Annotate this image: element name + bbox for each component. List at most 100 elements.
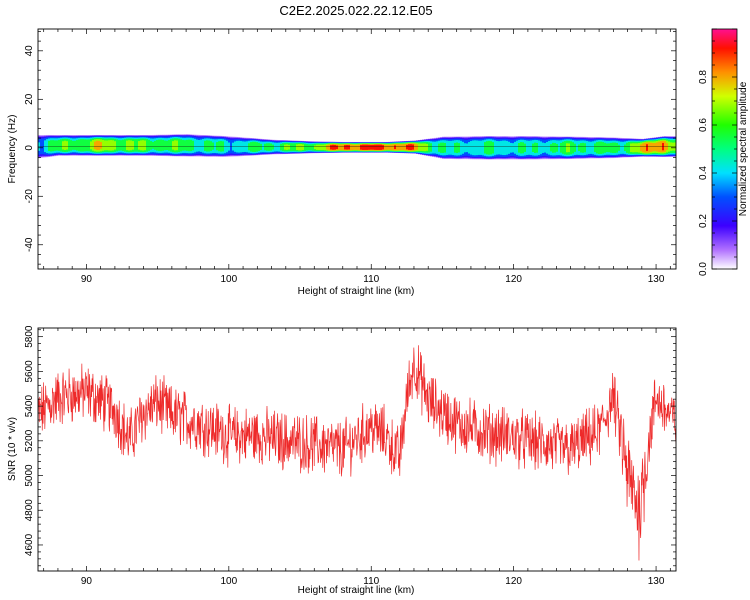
snr-ytick-label: 5000 <box>24 464 35 487</box>
spectrogram-cell <box>352 144 355 150</box>
spectrogram-cell <box>338 144 341 151</box>
spectrogram-cell <box>558 140 561 156</box>
spectrogram-cell <box>168 140 171 151</box>
spectrogram-cell <box>50 140 53 152</box>
spectrogram-cell <box>82 139 85 152</box>
spectrogram-cell <box>516 140 519 155</box>
spectrogram-cell <box>186 139 189 151</box>
spectrogram-cell <box>494 140 497 156</box>
spectrogram-cell <box>298 144 301 151</box>
snr-axes: 90 100 110 120 130 4600 4800 5000 5200 5400 5600 58… <box>24 325 677 587</box>
spectrogram-cell <box>444 143 447 153</box>
spectrogram-cell <box>476 140 479 156</box>
spectrogram-cell <box>62 141 65 150</box>
spectrogram-cell <box>342 144 345 151</box>
spectrogram-cell <box>214 139 217 153</box>
spectrogram-cell <box>376 144 379 150</box>
spectrogram-cell <box>46 139 49 154</box>
spectrogram-cell <box>560 142 563 153</box>
snr-ytick-label: 4600 <box>24 533 35 556</box>
spectrogram-cell <box>404 143 407 151</box>
spectrogram-cell <box>386 144 389 150</box>
spectrogram-ytick-label: -20 <box>24 189 35 204</box>
spectrogram-cell <box>132 141 135 150</box>
spectrogram-cell <box>546 141 549 154</box>
spectrogram-cell <box>410 144 413 151</box>
spectrogram-cell <box>538 140 541 156</box>
spectrogram-cell <box>618 144 621 151</box>
spectrogram-cell <box>128 140 131 151</box>
spectrogram-cell <box>202 138 205 153</box>
spectrogram-cell <box>474 140 477 156</box>
spectrogram-cell <box>492 142 495 154</box>
spectrogram-cell <box>424 143 427 152</box>
spectrogram-cell <box>462 141 465 154</box>
spectrogram-cell <box>612 142 615 154</box>
spectrogram-cell <box>278 142 281 152</box>
spectrogram-cell <box>610 142 613 153</box>
spectrogram-cell <box>572 142 575 154</box>
spectrogram-cell <box>544 143 547 153</box>
spectrogram-cell <box>130 140 133 151</box>
spectrogram-cell <box>466 143 469 153</box>
spectrogram-cell <box>412 144 415 150</box>
spectrogram-ylabel: Frequency (Hz) <box>7 115 18 184</box>
spectrogram-axes: 90 100 110 120 130 -40 -20 0 20 40 <box>24 28 677 285</box>
spectrogram-cell <box>98 140 101 150</box>
spectrogram-cell <box>436 141 439 154</box>
spectrogram-cell <box>554 142 557 153</box>
snr-series-line <box>38 345 676 561</box>
snr-panel: 90 100 110 120 130 4600 4800 5000 5200 5400 5600 58… <box>7 325 677 596</box>
spectrogram-cell <box>370 144 373 150</box>
spectrogram-xtick-label: 90 <box>81 274 93 285</box>
spectrogram-cell <box>70 140 73 151</box>
spectrogram-cell <box>188 139 191 152</box>
spectrogram-cell <box>302 144 305 151</box>
spectrogram-ytick-label: 40 <box>24 45 35 57</box>
spectrogram-cell <box>602 142 605 154</box>
spectrogram-cell <box>260 143 263 151</box>
colorbar-tick-label: 0.8 <box>698 70 709 84</box>
spectrogram-cell <box>536 142 539 153</box>
snr-ytick-label: 5800 <box>24 325 35 348</box>
spectrogram-cell <box>594 143 597 153</box>
spectrogram-cell <box>182 140 185 151</box>
spectrogram-cell <box>434 141 437 154</box>
spectrogram-cell <box>642 143 645 153</box>
spectrogram-cell <box>452 140 455 156</box>
spectrogram-cell <box>284 144 287 150</box>
spectrogram-cell <box>218 141 221 152</box>
spectrogram-cell <box>306 144 309 151</box>
spectrogram-cell <box>100 142 103 149</box>
spectrogram-cell <box>522 142 525 154</box>
spectrogram-cell <box>586 140 589 155</box>
spectrogram-cell <box>556 143 559 152</box>
spectrogram-cell <box>94 141 97 150</box>
spectrogram-cell <box>360 144 363 150</box>
spectrogram-cell <box>292 143 295 152</box>
spectrogram-cell <box>562 141 565 154</box>
spectrogram-cell <box>204 140 207 151</box>
spectrogram-cell <box>332 144 335 150</box>
spectrogram-cell <box>566 143 569 153</box>
spectrogram-cell <box>628 142 631 154</box>
spectrogram-cell <box>312 143 315 151</box>
spectrogram-cell <box>58 139 61 151</box>
spectrogram-cell <box>638 143 641 153</box>
spectrogram-cell <box>198 139 201 152</box>
spectrogram-cell <box>530 140 533 156</box>
spectrogram-cell <box>382 145 385 150</box>
spectrogram-cell <box>414 143 417 151</box>
spectrogram-cell <box>144 140 147 151</box>
spectrogram-cell <box>632 143 635 153</box>
spectrogram-cell <box>644 142 647 153</box>
spectrogram-cell <box>146 139 149 152</box>
spectrogram-cell <box>134 139 137 152</box>
spectrogram-cell <box>106 140 109 151</box>
spectrogram-cell <box>646 144 649 151</box>
snr-ytick-label: 5200 <box>24 429 35 452</box>
spectrogram-cell <box>158 139 161 152</box>
spectrogram-cell <box>212 142 215 150</box>
spectrogram-cell <box>438 143 441 152</box>
